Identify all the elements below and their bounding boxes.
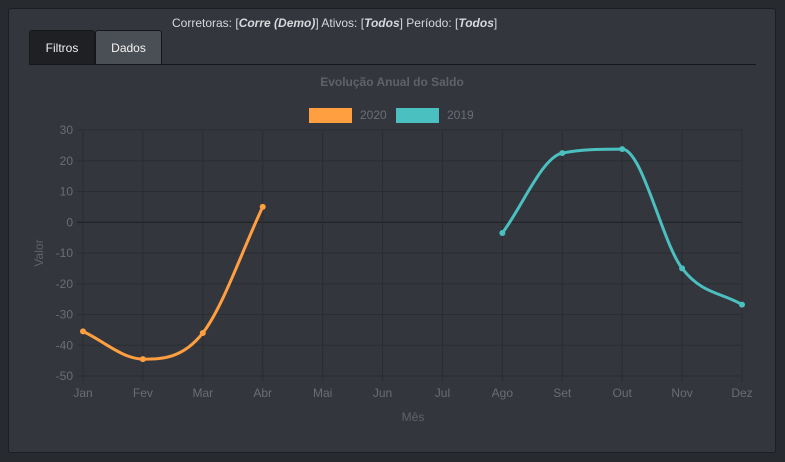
data-point-2020[interactable] [139,356,146,363]
y-tick-label: -40 [56,338,74,352]
legend-label: 2020 [360,108,387,122]
y-tick-label: -30 [56,308,74,322]
x-tick-label: Jul [435,386,450,400]
legend-item-2020[interactable]: 2020 [309,108,387,123]
chart-title: Evolução Anual do Saldo [320,75,464,89]
series-line-2020 [82,206,265,361]
chart-series [80,146,745,363]
corretoras-value: Corre (Demo) [238,16,316,30]
tab-dados[interactable]: Dados [95,30,162,65]
ativos-label: ] Ativos: [ [315,16,365,30]
y-tick-label: 30 [60,123,74,137]
x-tick-label: Out [613,386,633,400]
x-axis-ticks: Jan Fev Mar Abr Mai Jun Jul Ago Set Out Nov Dez [73,386,752,400]
tab-divider [29,64,756,65]
x-tick-label: Mai [313,386,332,400]
x-tick-label: Jan [73,386,92,400]
y-tick-label: 20 [60,154,74,168]
tab-filtros[interactable]: Filtros [29,30,95,65]
periodo-value: Todos [458,16,494,30]
data-point-2019[interactable] [739,301,745,308]
data-point-2019[interactable] [499,230,506,237]
legend-swatch [396,108,439,123]
legend-label: 2019 [447,108,474,122]
x-tick-label: Fev [133,386,153,400]
y-tick-label: 0 [66,215,73,229]
data-point-2019[interactable] [559,150,566,157]
x-tick-label: Jun [373,386,392,400]
legend-swatch [309,108,352,123]
chart-legend: 2020 2019 [309,108,474,123]
ativos-value: Todos [364,16,400,30]
x-tick-label: Ago [492,386,514,400]
x-tick-label: Abr [253,386,272,400]
x-tick-label: Set [553,386,572,400]
x-tick-label: Dez [731,386,752,400]
y-tick-label: -50 [56,369,74,383]
legend-item-2019[interactable]: 2019 [396,108,474,123]
chart-grid [77,129,743,382]
x-axis-label: Mês [402,410,425,424]
periodo-label: ] Período: [ [399,16,459,30]
x-tick-label: Nov [671,386,692,400]
corretoras-label: Corretoras: [ [172,16,239,30]
data-point-2020[interactable] [259,203,266,210]
data-point-2020[interactable] [199,329,206,336]
filter-summary: Corretoras: [Corre (Demo)] Ativos: [Todo… [172,16,497,30]
y-axis-ticks: 30 20 10 0 -10 -20 -30 -40 -50 [56,123,74,383]
x-tick-label: Mar [192,386,213,400]
y-tick-label: 10 [60,185,74,199]
y-axis-label: Valor [32,239,46,266]
close-bracket: ] [493,16,498,30]
data-point-2019[interactable] [619,146,626,153]
y-tick-label: -10 [56,246,74,260]
data-point-2019[interactable] [679,265,686,272]
data-point-2020[interactable] [80,328,86,335]
y-tick-label: -20 [56,277,74,291]
chart-panel: Corretoras: [Corre (Demo)] Ativos: [Todo… [8,8,776,453]
